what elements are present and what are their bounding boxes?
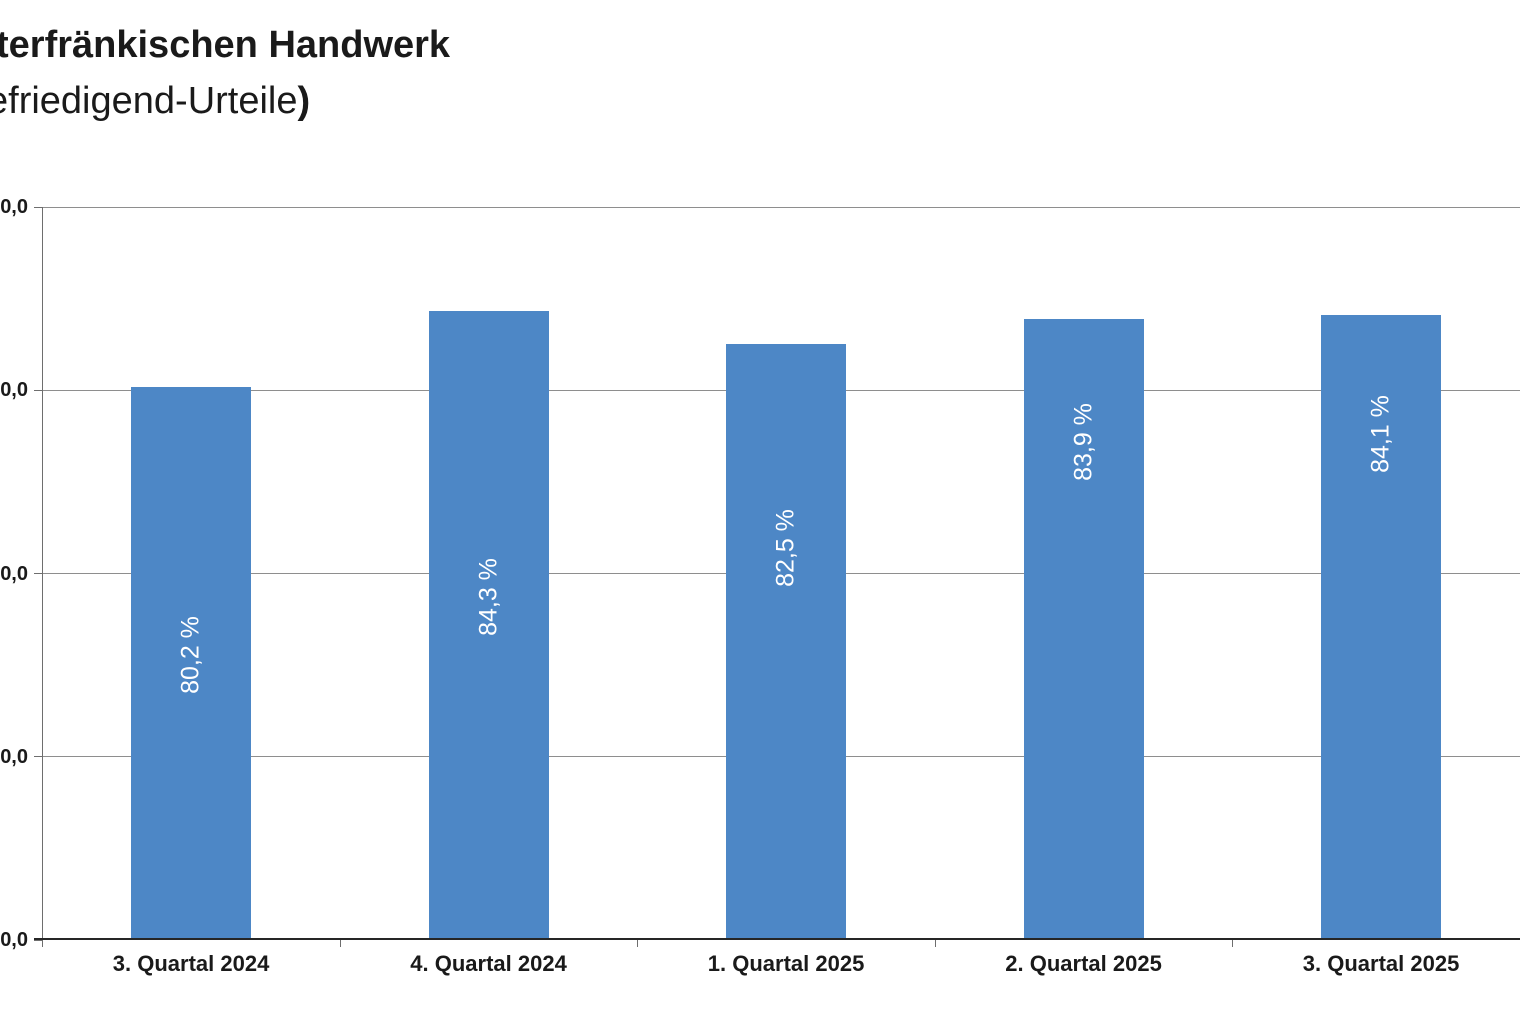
chart-title-line1: terfränkischen Handwerk: [0, 24, 451, 66]
bar-value-label: 83,9 %: [1069, 403, 1098, 481]
x-axis-tick: [42, 940, 44, 947]
y-axis-label: 0,0: [0, 197, 28, 217]
y-axis-label: 0,0: [0, 930, 28, 950]
y-axis-tick: [34, 573, 43, 574]
bar-value-label: 80,2 %: [176, 616, 205, 694]
bar: [428, 311, 549, 939]
x-axis-tick: [339, 940, 341, 947]
y-axis-tick: [34, 756, 43, 758]
chart-title-line2: efriedigend-Urteile): [0, 80, 310, 123]
x-axis-label: 3. Quartal 2024: [112, 951, 270, 976]
bar-value-label: 84,1 %: [1366, 395, 1395, 473]
bar: [131, 386, 252, 939]
y-axis-tick: [34, 389, 43, 391]
x-axis-tick: [637, 940, 639, 947]
bar-value-label: 82,5 %: [771, 509, 800, 587]
y-axis-label: 0,0: [0, 380, 28, 401]
x-axis-tick: [934, 940, 936, 947]
y-axis-label: 0,0: [0, 746, 28, 767]
bar: [1321, 315, 1442, 939]
x-axis-line: [34, 938, 1520, 940]
gridline: [42, 206, 1520, 208]
bar: [726, 344, 847, 939]
x-axis-tick: [1232, 940, 1234, 947]
y-axis-label: 0,0: [0, 563, 28, 584]
y-axis-line: [42, 207, 44, 947]
y-axis-tick: [34, 206, 43, 208]
chart-title-closing-paren: ): [297, 80, 311, 122]
bar-value-label: 84,3 %: [474, 558, 503, 636]
chart-title-line2-text: efriedigend-Urteile: [0, 80, 298, 122]
bar: [1023, 318, 1144, 939]
x-axis-label: 2. Quartal 2025: [1005, 951, 1162, 976]
y-axis-tick: [34, 939, 43, 941]
x-axis-label: 1. Quartal 2025: [707, 951, 865, 976]
x-axis-label: 4. Quartal 2024: [410, 951, 567, 976]
x-axis-label: 3. Quartal 2025: [1302, 951, 1460, 976]
